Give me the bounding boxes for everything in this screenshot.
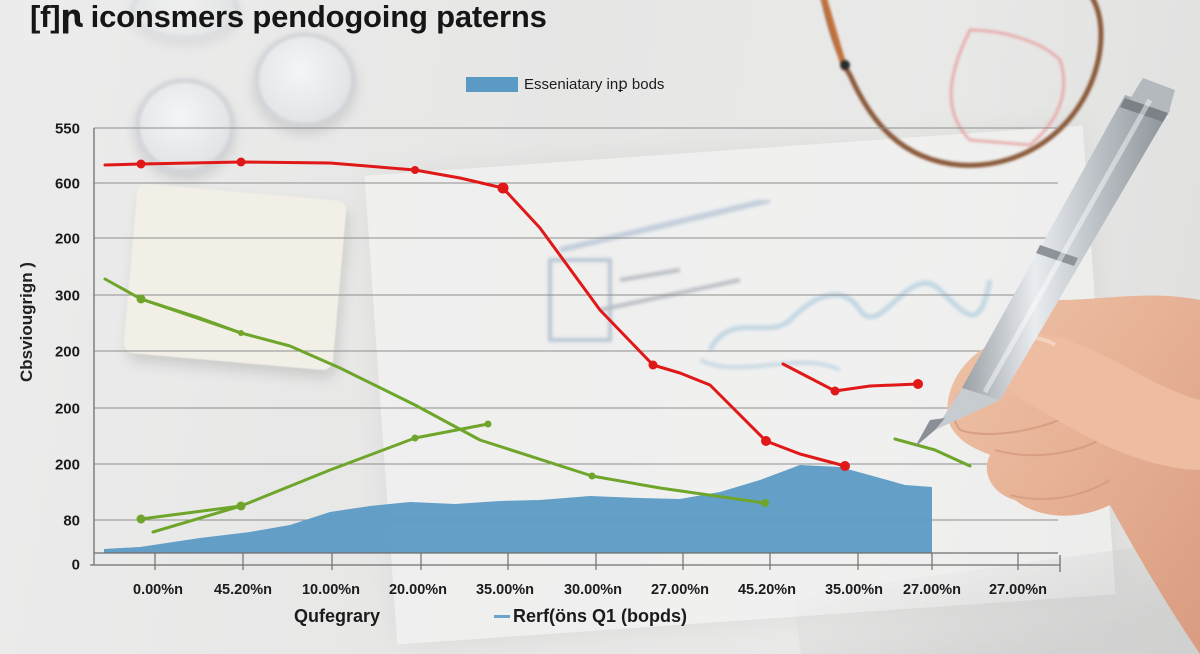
finger <box>994 439 1101 457</box>
legend-bottom: Rerf(öns Q1 (bopds) <box>494 606 687 627</box>
x-tick: 35.00%n <box>475 582 535 598</box>
y-tick: 200 <box>54 456 80 474</box>
x-axis-title: Qufegrary <box>294 606 381 626</box>
legend-area-swatch <box>466 76 518 92</box>
green-series-ascending <box>139 422 490 521</box>
area-series <box>104 465 932 553</box>
green-series-short <box>893 437 972 468</box>
y-tick: 300 <box>54 287 80 305</box>
legend-line-swatch <box>494 615 510 618</box>
x-tick: 27.00%n <box>902 582 962 598</box>
eyeglasses <box>820 0 1104 168</box>
axes <box>90 128 1061 572</box>
y-tick: 200 <box>54 400 80 418</box>
green-series-ascending-branch <box>151 504 243 534</box>
coin <box>254 32 356 128</box>
red-series-main <box>103 160 847 468</box>
legend-top: Esseniatary inꝑ bods <box>466 75 664 93</box>
x-tick: 0.00%n <box>133 582 183 598</box>
y-tick: 0 <box>71 556 80 574</box>
x-tick: 35.00%n <box>824 582 884 598</box>
y-tick: 200 <box>54 230 80 248</box>
legend-top-label: Esseniatary inꝑ bods <box>524 76 665 93</box>
silver-pen <box>915 78 1175 447</box>
gridlines <box>94 127 1058 521</box>
x-tick: 45.20%n <box>213 582 273 598</box>
x-tick: 45.20%n <box>737 582 797 598</box>
coin <box>135 78 235 174</box>
red-markers <box>136 157 923 471</box>
x-tick: 27.00%n <box>650 582 710 598</box>
y-tick: 550 <box>54 120 80 138</box>
x-tick: 30.00%n <box>563 582 623 598</box>
y-tick: 600 <box>54 175 80 193</box>
x-tick: 20.00%n <box>388 582 448 598</box>
green-series-descending-branch <box>139 297 243 335</box>
x-ticks <box>154 553 1019 570</box>
finger <box>1009 479 1111 501</box>
chart-title: [f]ꞃ iconsmers pendogoing paterns <box>30 0 547 34</box>
x-tick: 27.00%n <box>988 582 1048 598</box>
thumb <box>995 333 1200 470</box>
green-markers <box>136 294 769 524</box>
x-tick: 10.00%n <box>301 582 361 598</box>
y-tick: 200 <box>54 343 80 361</box>
y-tick: 80 <box>63 512 80 530</box>
legend-bottom-label: Rerf(öns Q1 (bopds) <box>513 606 687 626</box>
